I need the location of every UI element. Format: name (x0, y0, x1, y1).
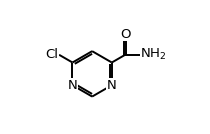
Text: NH$_2$: NH$_2$ (140, 47, 167, 62)
Text: N: N (68, 79, 77, 92)
Text: Cl: Cl (46, 48, 59, 61)
Text: N: N (107, 79, 117, 92)
Text: O: O (120, 27, 130, 40)
